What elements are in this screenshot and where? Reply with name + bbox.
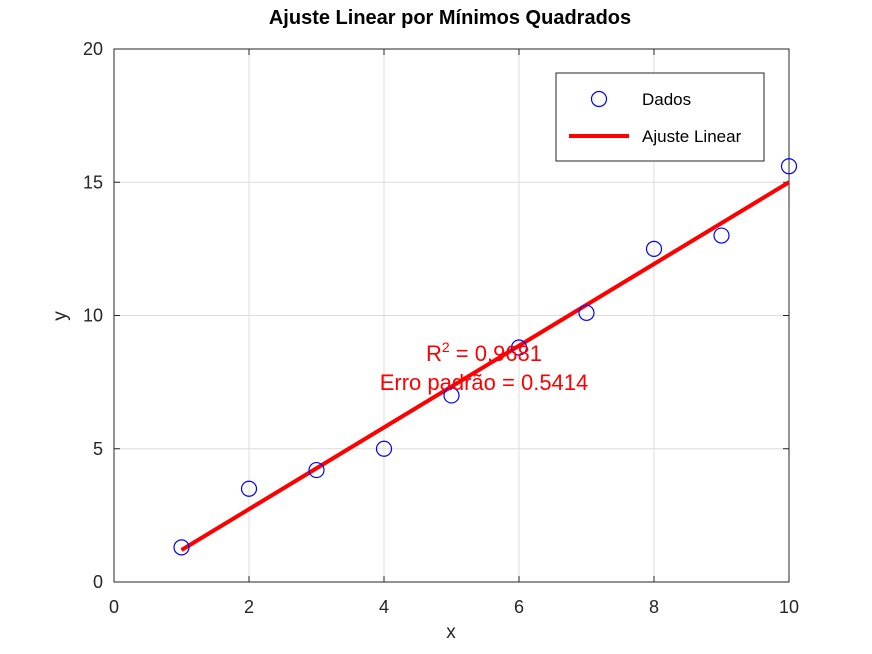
data-point [240,480,258,497]
legend-label-dados: Dados [642,90,691,109]
data-point [780,158,798,175]
y-tick-label: 5 [93,439,103,459]
standard-error-annotation: Erro padrão = 0.5414 [380,370,589,395]
legend-box [555,72,765,162]
fit-annotation: R2 = 0.9681 Erro padrão = 0.5414 [380,339,589,395]
data-point [510,339,528,356]
x-axis-label: x [446,622,456,643]
y-axis-label: y [50,311,71,321]
data-point [375,440,393,457]
r2-superscript: 2 [442,339,450,355]
r2-prefix: R [426,341,442,366]
data-point [443,387,460,404]
y-tick-label: 0 [93,572,103,592]
x-tick-label: 0 [109,597,119,617]
y-tick-label: 20 [83,39,103,59]
legend-label-ajuste: Ajuste Linear [642,127,742,146]
chart-title: Ajuste Linear por Mínimos Quadrados [269,7,631,29]
legend: Dados Ajuste Linear [555,72,765,162]
data-point [308,461,325,479]
x-tick-label: 10 [779,597,799,617]
data-series [173,158,798,556]
y-tick-label: 15 [83,172,103,192]
r2-value: = 0.9681 [450,341,542,366]
axis-ticks: 0 2 4 6 8 10 0 5 10 15 20 [83,39,799,617]
data-point [578,304,595,321]
data-point [713,227,730,244]
data-point [645,240,663,257]
r-squared-annotation: R2 = 0.9681 [426,339,542,366]
x-tick-label: 6 [514,597,524,617]
x-tick-label: 2 [244,597,254,617]
legend-marker-dados [590,90,608,108]
x-tick-label: 8 [649,597,659,617]
fit-line [180,180,791,552]
y-tick-label: 10 [83,306,103,326]
x-tick-label: 4 [379,597,389,617]
data-point [173,539,190,556]
